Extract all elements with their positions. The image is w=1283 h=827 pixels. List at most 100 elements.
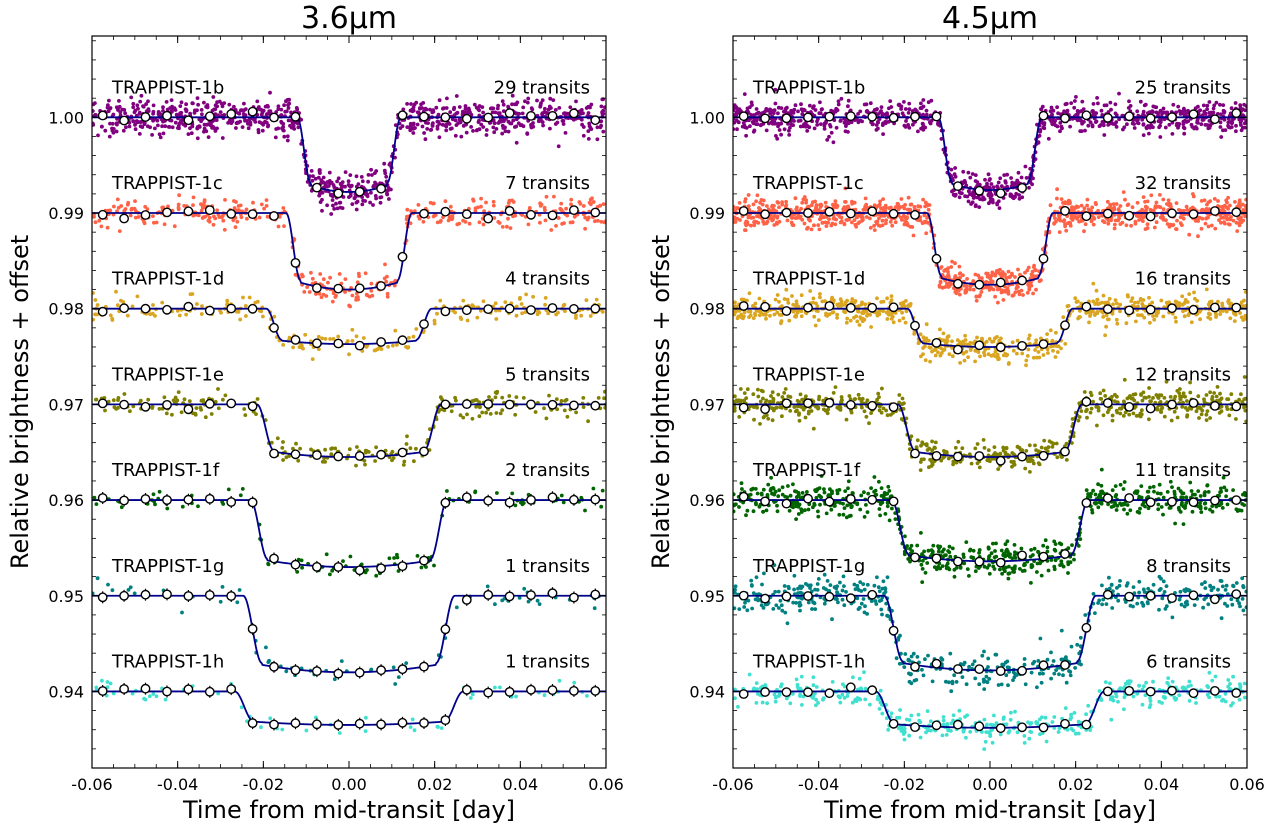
left-data-point — [481, 110, 485, 115]
left-data-point — [176, 126, 180, 130]
right-data-point — [777, 128, 782, 132]
left-transit-count-trappist-1d: 4 transits — [505, 269, 590, 290]
right-data-point — [1029, 283, 1034, 288]
left-data-point — [141, 104, 145, 108]
right-model-curve — [733, 116, 1247, 191]
left-data-point — [384, 279, 389, 284]
left-data-point — [282, 134, 287, 139]
right-data-point — [776, 121, 780, 126]
left-data-point — [146, 99, 150, 104]
left-data-point — [195, 96, 200, 100]
left-data-point — [385, 291, 390, 296]
left-data-point — [505, 224, 509, 229]
right-data-point — [1011, 348, 1016, 353]
left-data-point — [262, 206, 266, 211]
right-data-point — [1107, 296, 1112, 301]
right-data-point — [831, 216, 836, 221]
left-data-point — [329, 447, 333, 451]
left-data-point — [563, 131, 568, 135]
left-data-point — [372, 348, 377, 353]
left-data-point — [320, 336, 324, 341]
left-data-point — [371, 185, 376, 189]
right-binned-point — [781, 207, 792, 218]
left-data-point — [205, 105, 210, 110]
right-data-point — [1228, 120, 1233, 124]
right-data-point — [968, 284, 973, 289]
left-data-point — [492, 121, 497, 126]
right-data-point — [1240, 125, 1245, 130]
left-data-point — [92, 291, 95, 295]
left-binned-point — [140, 210, 151, 220]
left-data-point — [92, 317, 95, 322]
left-data-point — [571, 117, 576, 122]
left-binned-point — [247, 401, 258, 412]
right-data-point — [741, 121, 746, 125]
left-data-point — [161, 109, 165, 113]
right-data-point — [1104, 103, 1109, 108]
left-data-point — [385, 294, 390, 299]
right-data-point — [747, 291, 752, 296]
left-data-point — [514, 395, 519, 399]
right-data-point — [864, 102, 869, 107]
left-data-point — [472, 102, 477, 107]
left-data-point — [100, 678, 104, 683]
right-data-point — [1132, 126, 1137, 130]
left-data-point — [227, 102, 232, 107]
left-data-point — [593, 219, 597, 224]
right-data-point — [845, 218, 850, 222]
right-binned-point — [1038, 253, 1049, 264]
right-data-point — [788, 125, 792, 130]
left-data-point — [473, 206, 478, 211]
left-data-point — [585, 694, 589, 698]
left-data-point — [326, 280, 330, 285]
right-binned-point — [760, 113, 770, 124]
left-data-point — [146, 397, 151, 402]
right-data-point — [1068, 124, 1072, 129]
left-data-point — [402, 459, 407, 464]
right-data-point — [735, 127, 739, 132]
left-series-trappist-1d — [92, 289, 606, 361]
left-data-point — [468, 110, 472, 115]
left-data-point — [133, 108, 138, 113]
right-data-point — [773, 87, 778, 92]
left-data-point — [587, 121, 592, 126]
right-data-point — [833, 199, 838, 204]
left-data-point — [232, 199, 236, 203]
right-data-point — [1125, 122, 1129, 127]
left-data-point — [316, 334, 321, 339]
left-data-point — [415, 554, 420, 558]
left-binned-point — [183, 591, 194, 601]
right-data-point — [1218, 102, 1222, 107]
left-data-point — [564, 397, 569, 402]
left-data-point — [133, 199, 137, 204]
right-data-point — [1239, 123, 1243, 127]
right-data-point — [971, 287, 976, 292]
left-binned-point — [311, 666, 322, 676]
left-data-point — [468, 696, 473, 700]
left-binned-point — [526, 305, 536, 315]
right-data-point — [990, 270, 995, 275]
left-data-point — [556, 216, 561, 220]
right-data-point — [911, 233, 916, 238]
left-data-point — [591, 486, 596, 491]
left-data-point — [127, 409, 132, 414]
left-data-point — [408, 108, 413, 113]
right-binned-point — [931, 111, 942, 122]
left-binned-point — [311, 562, 322, 572]
left-data-point — [496, 103, 500, 108]
right-data-point — [1133, 221, 1138, 226]
left-data-point — [314, 292, 318, 296]
right-data-point — [1135, 109, 1140, 114]
right-data-point — [908, 207, 912, 212]
left-data-point — [161, 105, 165, 110]
right-data-point — [1179, 215, 1183, 220]
left-binned-point — [333, 562, 344, 572]
right-data-point — [743, 197, 748, 201]
right-data-point — [1090, 109, 1095, 114]
left-data-point — [117, 99, 121, 103]
left-data-point — [144, 102, 149, 106]
left-data-point — [133, 123, 137, 127]
left-data-point — [170, 106, 175, 110]
left-binned-point — [290, 111, 301, 122]
right-data-point — [1141, 219, 1145, 224]
